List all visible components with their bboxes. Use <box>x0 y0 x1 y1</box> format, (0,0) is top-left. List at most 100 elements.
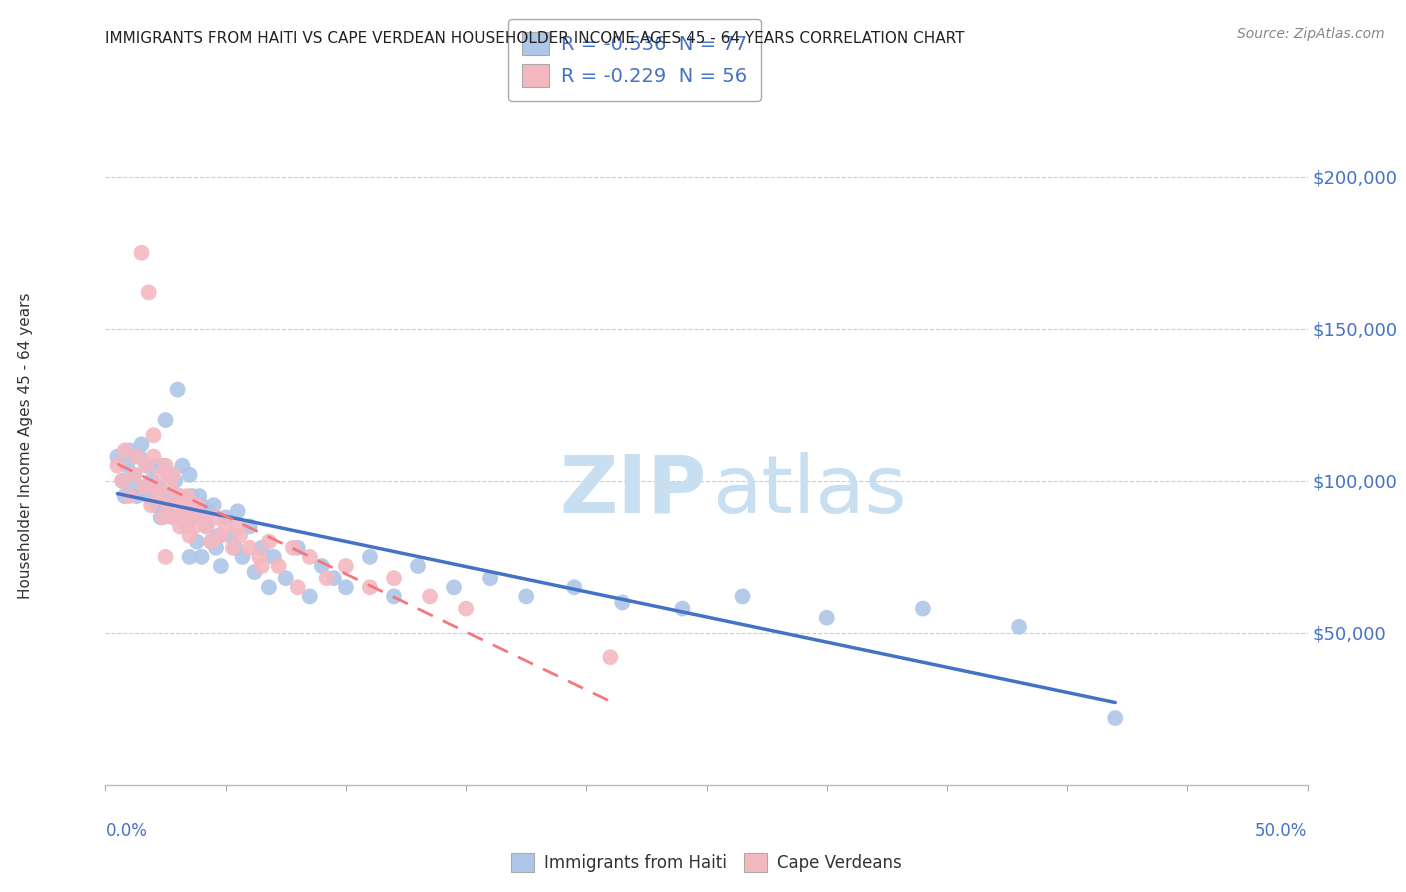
Point <box>224 541 246 555</box>
Point <box>169 489 191 503</box>
Point <box>281 541 304 555</box>
Point <box>114 489 136 503</box>
Point <box>257 580 280 594</box>
Point <box>131 437 153 451</box>
Point <box>222 541 245 555</box>
Point <box>671 601 693 615</box>
Point <box>190 498 212 512</box>
Point <box>118 489 141 503</box>
Point <box>148 480 170 494</box>
Point <box>179 549 201 564</box>
Point <box>562 580 585 594</box>
Point <box>188 489 211 503</box>
Point <box>443 580 465 594</box>
Point <box>176 489 198 503</box>
Point <box>202 498 225 512</box>
Point <box>111 474 134 488</box>
Point <box>107 458 129 473</box>
Point <box>359 580 381 594</box>
Point <box>315 571 337 585</box>
Point <box>200 534 222 549</box>
Point <box>166 383 188 397</box>
Point <box>111 474 134 488</box>
Text: ZIP: ZIP <box>560 451 707 530</box>
Point <box>209 528 232 542</box>
Text: 50.0%: 50.0% <box>1256 822 1308 840</box>
Point <box>298 590 321 604</box>
Point <box>257 534 280 549</box>
Point <box>138 285 160 300</box>
Point <box>181 489 204 503</box>
Point <box>731 590 754 604</box>
Point <box>287 541 309 555</box>
Point <box>159 467 181 482</box>
Text: 0.0%: 0.0% <box>105 822 148 840</box>
Point <box>179 528 201 542</box>
Point <box>454 601 477 615</box>
Point <box>142 428 165 442</box>
Point <box>205 510 228 524</box>
Point <box>263 549 285 564</box>
Point <box>132 480 155 494</box>
Point <box>172 498 194 512</box>
Point <box>173 510 195 524</box>
Point <box>195 519 218 533</box>
Text: Householder Income Ages 45 - 64 years: Householder Income Ages 45 - 64 years <box>18 293 32 599</box>
Point <box>229 528 252 542</box>
Text: IMMIGRANTS FROM HAITI VS CAPE VERDEAN HOUSEHOLDER INCOME AGES 45 - 64 YEARS CORR: IMMIGRANTS FROM HAITI VS CAPE VERDEAN HO… <box>105 31 965 46</box>
Point <box>159 480 181 494</box>
Point <box>214 510 236 524</box>
Point <box>209 559 232 574</box>
Point <box>118 443 141 458</box>
Point <box>172 458 194 473</box>
Point <box>169 519 191 533</box>
Point <box>107 450 129 464</box>
Point <box>287 580 309 594</box>
Point <box>145 498 167 512</box>
Point <box>135 458 157 473</box>
Point <box>274 571 297 585</box>
Point <box>193 510 215 524</box>
Text: Source: ZipAtlas.com: Source: ZipAtlas.com <box>1237 27 1385 41</box>
Point <box>226 519 249 533</box>
Point <box>148 489 170 503</box>
Point <box>250 559 273 574</box>
Point <box>382 571 405 585</box>
Point <box>132 480 155 494</box>
Point <box>815 611 838 625</box>
Point <box>599 650 621 665</box>
Point <box>200 534 222 549</box>
Point <box>124 467 146 482</box>
Point <box>139 498 162 512</box>
Point <box>612 595 634 609</box>
Point <box>176 519 198 533</box>
Point <box>335 580 357 594</box>
Point <box>155 498 177 512</box>
Point <box>125 489 148 503</box>
Point <box>214 519 236 533</box>
Point <box>219 528 242 542</box>
Point <box>243 565 266 579</box>
Point <box>142 450 165 464</box>
Point <box>166 510 188 524</box>
Point <box>114 443 136 458</box>
Point <box>162 510 184 524</box>
Point <box>207 528 229 542</box>
Point <box>115 458 138 473</box>
Point <box>152 458 174 473</box>
Point <box>186 498 208 512</box>
Point <box>138 489 160 503</box>
Point <box>239 541 262 555</box>
Point <box>156 489 179 503</box>
Point <box>135 458 157 473</box>
Point <box>139 474 162 488</box>
Point <box>205 541 228 555</box>
Legend: Immigrants from Haiti, Cape Verdeans: Immigrants from Haiti, Cape Verdeans <box>503 845 910 880</box>
Point <box>515 590 537 604</box>
Point <box>322 571 344 585</box>
Point <box>239 519 262 533</box>
Point <box>142 458 165 473</box>
Point <box>149 467 172 482</box>
Point <box>406 559 429 574</box>
Point <box>155 413 177 427</box>
